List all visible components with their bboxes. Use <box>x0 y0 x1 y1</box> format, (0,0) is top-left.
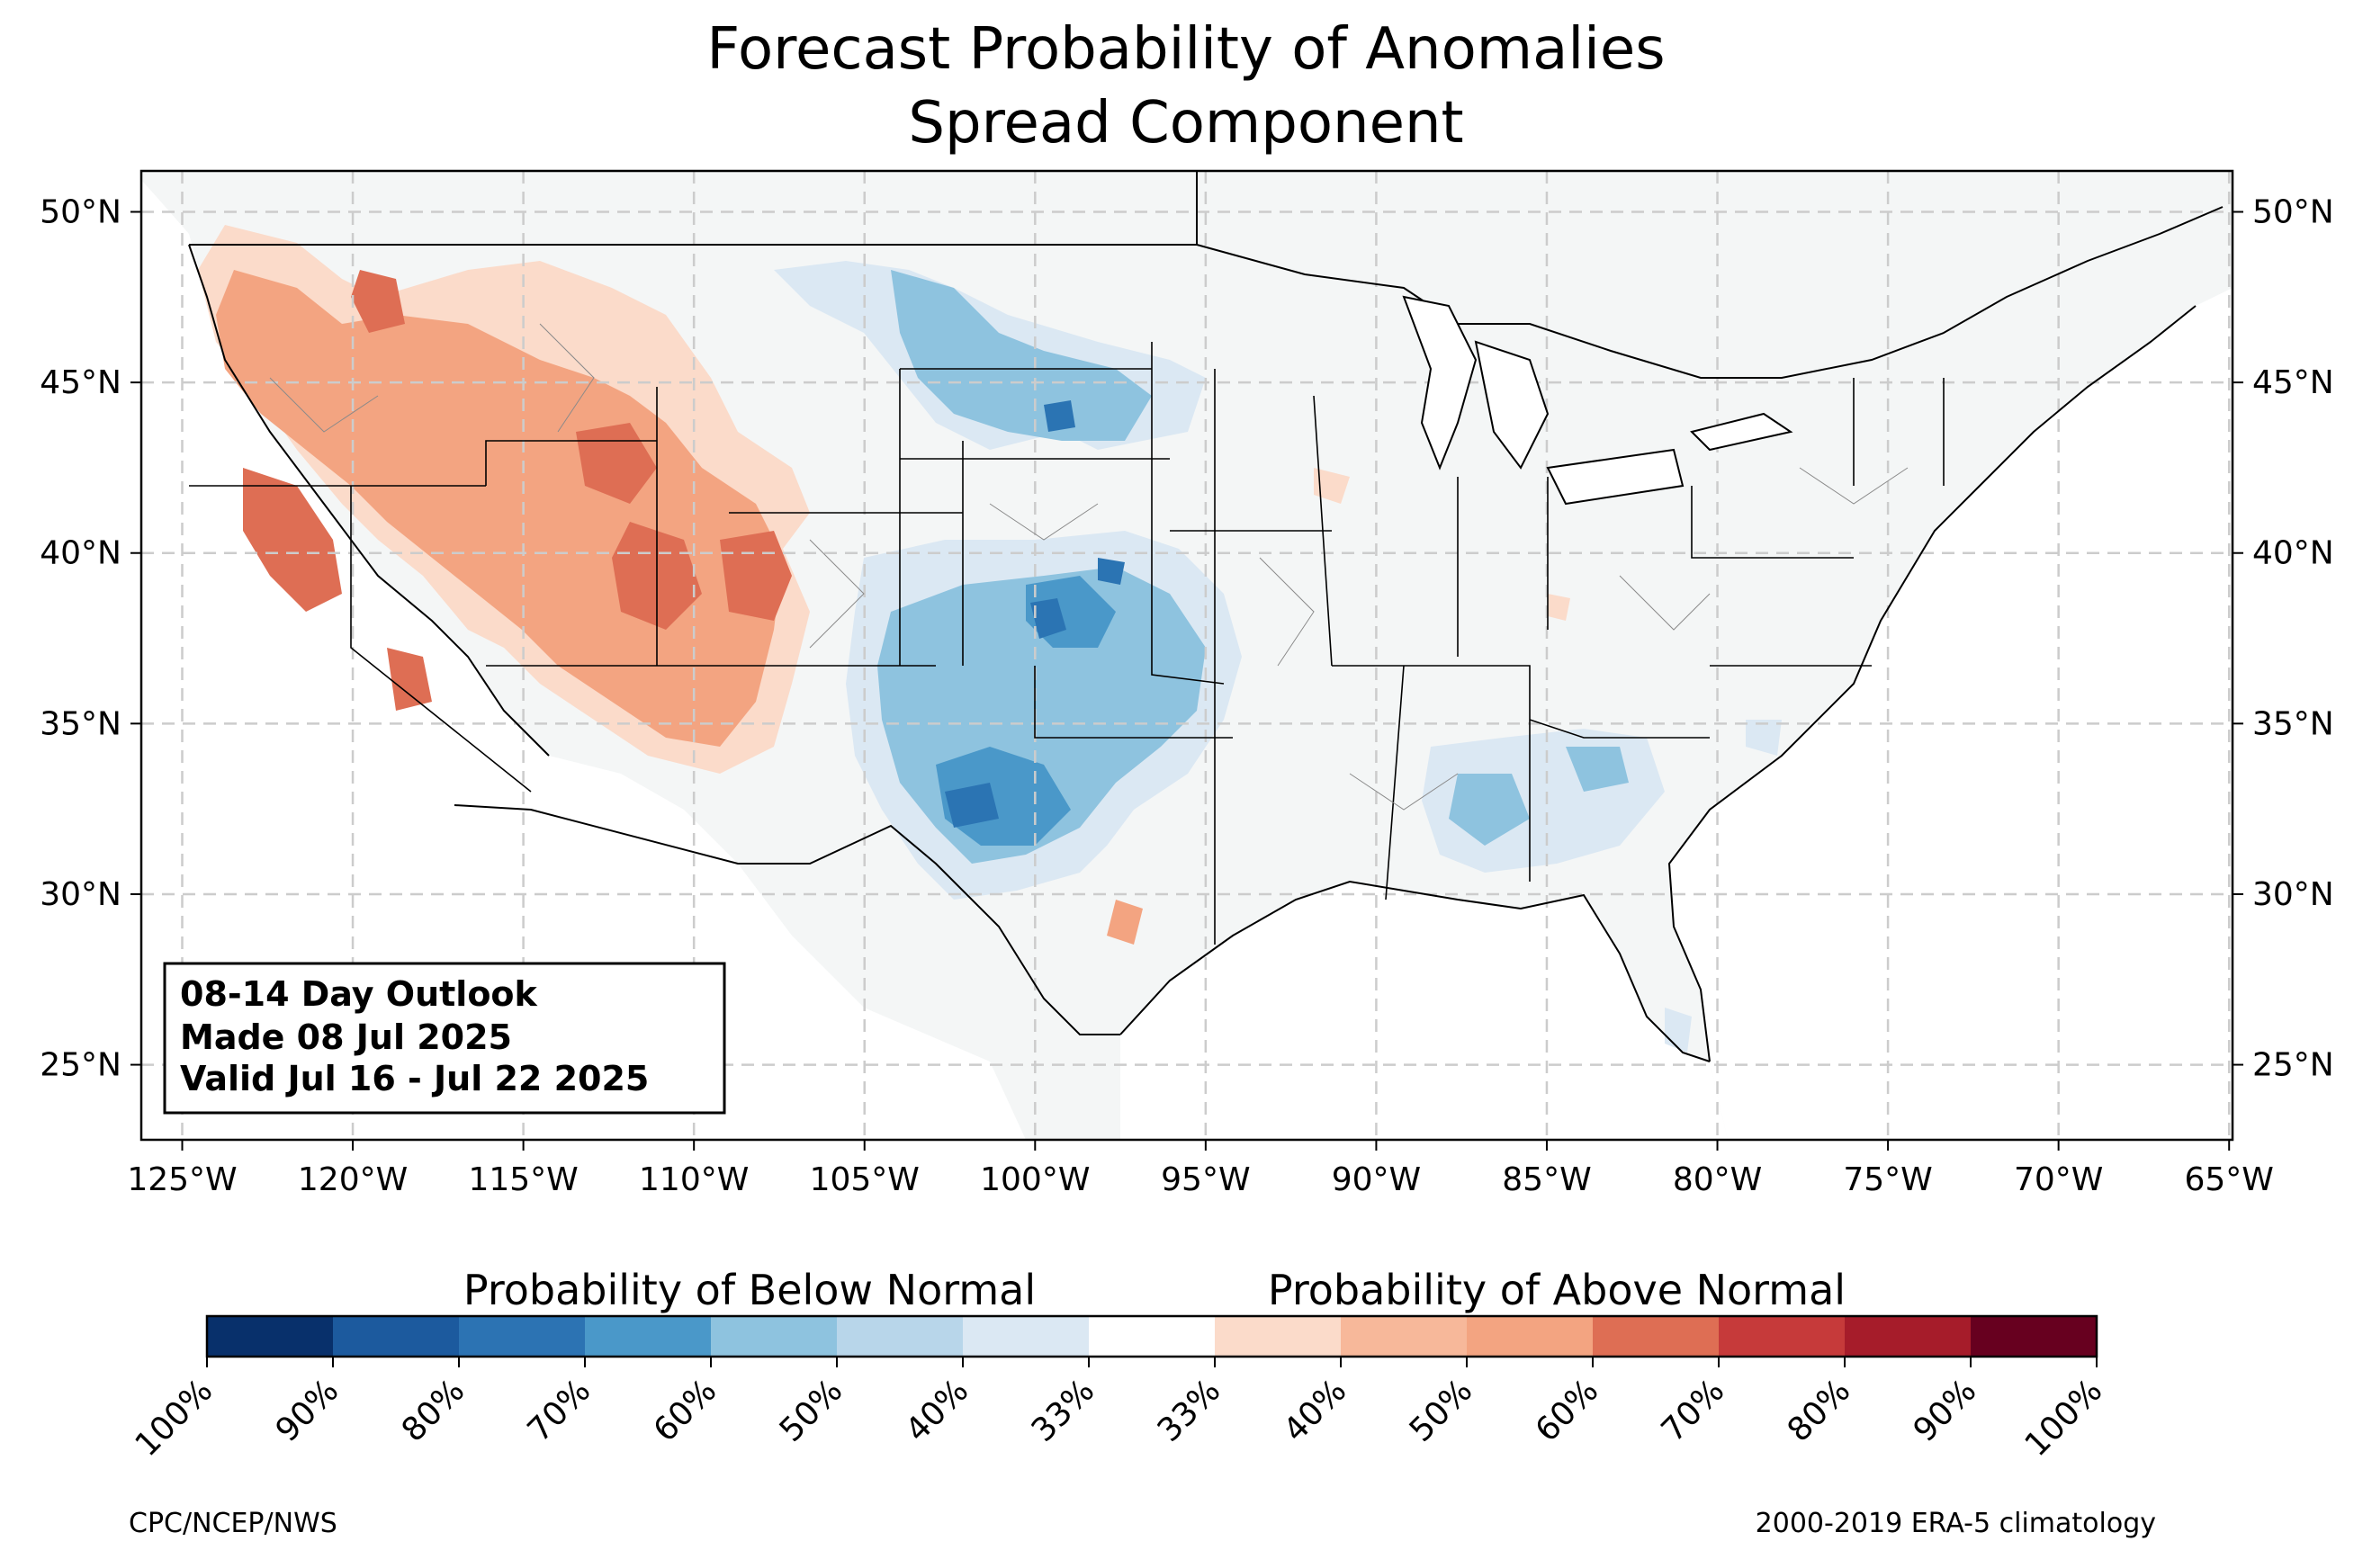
colorbar-tick-label: 60% <box>647 1372 724 1449</box>
county-lines <box>269 323 1909 811</box>
title-line-2: Spread Component <box>908 90 1463 157</box>
colorbar-segment <box>963 1316 1090 1357</box>
colorbar-legend: Probability of Below Normal Probability … <box>129 1266 2110 1464</box>
gridlines <box>141 171 2233 1140</box>
colorbar-tick-label: 90% <box>1907 1372 1984 1449</box>
footer-climatology: 2000-2019 ERA-5 climatology <box>1756 1508 2156 1539</box>
colorbar-tick-label: 40% <box>899 1372 976 1449</box>
colorbar-segment <box>1719 1316 1846 1357</box>
colorbar-tick-label: 100% <box>129 1372 220 1464</box>
longitude-label: 95°W <box>1161 1161 1250 1198</box>
longitude-label: 90°W <box>1332 1161 1421 1198</box>
colorbar-segment <box>207 1316 334 1357</box>
colorbar-frame <box>205 1314 2098 1358</box>
latitude-label-right: 25°N <box>2252 1047 2334 1084</box>
longitude-label: 100°W <box>980 1161 1090 1198</box>
latitude-label-left: 50°N <box>40 194 121 231</box>
great-lakes <box>1402 295 1793 506</box>
outlook-valid-dates: Valid Jul 16 - Jul 22 2025 <box>180 1059 649 1098</box>
colorbar-segment <box>1341 1316 1468 1357</box>
longitude-label: 70°W <box>2014 1161 2103 1198</box>
colorbar-tick-label: 40% <box>1277 1372 1354 1449</box>
latitude-labels-left: 50°N 45°N 40°N 35°N 30°N 25°N <box>40 194 121 1084</box>
map-panel: 50°N 45°N 40°N 35°N 30°N 25°N 50°N 45°N 40°N 35°… <box>40 169 2334 1198</box>
colorbar-tick-label: 90% <box>269 1372 346 1449</box>
latitude-label-left: 40°N <box>40 535 121 572</box>
colorbar-segment <box>459 1316 586 1357</box>
outlook-made-date: Made 08 Jul 2025 <box>180 1017 512 1057</box>
latitude-label-right: 30°N <box>2252 876 2334 913</box>
longitude-labels: 125°W 120°W 115°W 110°W 105°W 100°W 95°W 90°W 85… <box>127 1161 2274 1198</box>
gulf-of-mexico <box>1120 882 1728 1140</box>
colorbar-tick-label: 50% <box>1403 1372 1480 1449</box>
colorbar-tick-label: 60% <box>1529 1372 1606 1449</box>
atlantic-ocean <box>1669 288 2233 1140</box>
mexico-border <box>454 804 1120 1035</box>
title-line-1: Forecast Probability of Anomalies <box>706 16 1665 83</box>
latitude-label-right: 35°N <box>2252 705 2334 742</box>
outlook-info-box: 08-14 Day Outlook Made 08 Jul 2025 Valid… <box>163 962 726 1115</box>
longitude-label: 115°W <box>468 1161 578 1198</box>
colorbar-segment <box>1467 1316 1594 1357</box>
colorbar-tick-label: 80% <box>1781 1372 1858 1449</box>
colorbar-tick-labels: 100% 90% 80% 70% 60% 50% 40% 33% 33% 40% 50% 60% 70%… <box>129 1357 2110 1464</box>
latitude-label-right: 45°N <box>2252 364 2334 401</box>
latitude-label-right: 40°N <box>2252 535 2334 572</box>
colorbar-tick-label: 100% <box>2018 1372 2110 1464</box>
longitude-label: 125°W <box>127 1161 237 1198</box>
coastline-gulf <box>1119 880 1711 1062</box>
colorbar-tick-label: 33% <box>1151 1372 1228 1449</box>
latitude-label-left: 35°N <box>40 705 121 742</box>
colorbar-segment <box>1845 1316 1972 1357</box>
state-lines <box>189 342 1945 945</box>
longitude-label: 65°W <box>2185 1161 2274 1198</box>
footer-source: CPC/NCEP/NWS <box>129 1508 337 1539</box>
colorbar <box>205 1314 2098 1358</box>
colorbar-segment <box>837 1316 964 1357</box>
latitude-label-left: 30°N <box>40 876 121 913</box>
latitude-label-left: 25°N <box>40 1047 121 1084</box>
below-normal-regions <box>774 261 1782 1053</box>
colorbar-segment <box>1593 1316 1720 1357</box>
colorbar-segment <box>1215 1316 1342 1357</box>
legend-above-title: Probability of Above Normal <box>1268 1266 1846 1314</box>
latitude-label-left: 45°N <box>40 364 121 401</box>
pacific-ocean <box>141 171 1026 1140</box>
latitude-label-right: 50°N <box>2252 194 2334 231</box>
longitude-label: 110°W <box>639 1161 749 1198</box>
colorbar-segment <box>1089 1316 1216 1357</box>
colorbar-segment <box>585 1316 712 1357</box>
longitude-label: 75°W <box>1843 1161 1932 1198</box>
colorbar-tick-label: 70% <box>521 1372 598 1449</box>
coastline-atlantic <box>1667 305 2197 1062</box>
us-outline <box>189 171 2224 379</box>
colorbar-tick-label: 33% <box>1025 1372 1102 1449</box>
longitude-label: 120°W <box>298 1161 408 1198</box>
longitude-label: 85°W <box>1502 1161 1591 1198</box>
colorbar-tick-label: 70% <box>1655 1372 1732 1449</box>
map-frame <box>139 169 2234 1142</box>
colorbar-tick-label: 80% <box>395 1372 472 1449</box>
colorbar-segment <box>333 1316 460 1357</box>
axis-ticks <box>130 211 2243 1151</box>
latitude-labels-right: 50°N 45°N 40°N 35°N 30°N 25°N <box>2252 194 2334 1084</box>
colorbar-tick-label: 50% <box>773 1372 850 1449</box>
colorbar-segment <box>711 1316 838 1357</box>
longitude-label: 80°W <box>1673 1161 1762 1198</box>
colorbar-segment <box>1971 1316 2098 1357</box>
legend-below-title: Probability of Below Normal <box>463 1266 1036 1314</box>
longitude-label: 105°W <box>810 1161 920 1198</box>
outlook-period: 08-14 Day Outlook <box>180 974 538 1014</box>
